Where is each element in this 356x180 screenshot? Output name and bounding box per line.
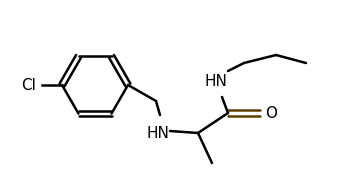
Text: HN: HN bbox=[147, 125, 169, 141]
Text: HN: HN bbox=[205, 73, 227, 89]
Text: Cl: Cl bbox=[22, 78, 36, 93]
Text: O: O bbox=[265, 105, 277, 120]
